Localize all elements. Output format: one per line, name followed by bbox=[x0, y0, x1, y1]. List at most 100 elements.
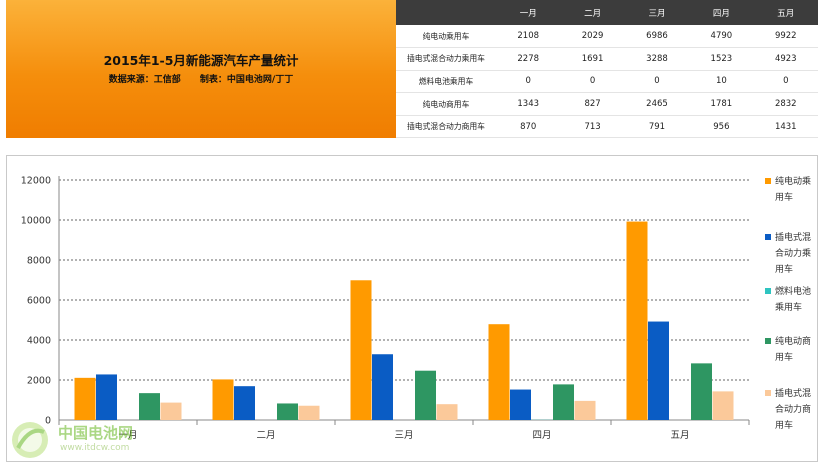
row-label: 燃料电池乘用车 bbox=[396, 70, 496, 94]
bar bbox=[212, 379, 234, 420]
x-tick-label: 五月 bbox=[670, 430, 689, 441]
table-cell: 3288 bbox=[624, 47, 690, 71]
bar bbox=[277, 403, 298, 420]
legend-swatch bbox=[765, 234, 771, 240]
y-tick-label: 12000 bbox=[21, 176, 51, 187]
page-title: 2015年1-5月新能源汽车产量统计 bbox=[103, 53, 299, 68]
table-cell: 1523 bbox=[689, 47, 754, 71]
legend-label: 纯电动乘 bbox=[775, 177, 812, 187]
bar bbox=[436, 404, 458, 420]
y-tick-label: 6000 bbox=[27, 296, 51, 307]
table-header-cell: 一月 bbox=[496, 0, 561, 25]
table-row: 燃料电池乘用车 0 0 0 10 0 bbox=[396, 70, 818, 94]
table-cell: 9922 bbox=[753, 25, 818, 49]
legend-label: 用车 bbox=[775, 421, 794, 431]
bar bbox=[626, 221, 648, 420]
x-tick-label: 二月 bbox=[256, 430, 275, 441]
table-cell: 956 bbox=[689, 115, 754, 139]
table-header-row: 一月 二月 三月 四月 五月 bbox=[396, 0, 818, 25]
table-header-cell: 三月 bbox=[624, 0, 690, 25]
data-table: 一月 二月 三月 四月 五月 纯电动乘用车 2108 2029 6986 479… bbox=[396, 0, 818, 139]
bar bbox=[488, 324, 510, 420]
table-cell: 1691 bbox=[560, 47, 625, 71]
table-cell: 713 bbox=[560, 115, 625, 139]
legend-label: 用车 bbox=[775, 265, 794, 275]
legend-label: 纯电动商 bbox=[775, 337, 812, 347]
table-cell: 2029 bbox=[560, 25, 625, 49]
table-cell: 827 bbox=[560, 92, 625, 116]
table-cell: 1343 bbox=[496, 92, 561, 116]
table-row: 纯电动商用车 1343 827 2465 1781 2832 bbox=[396, 92, 818, 116]
x-tick-label: 三月 bbox=[394, 430, 413, 441]
legend-label: 燃料电池 bbox=[775, 287, 812, 297]
table-author: 制表：中国电池网/丁丁 bbox=[199, 75, 294, 85]
table-cell: 4790 bbox=[689, 25, 754, 49]
bar bbox=[298, 405, 320, 420]
row-label: 纯电动乘用车 bbox=[396, 25, 496, 49]
bar bbox=[648, 321, 669, 420]
table-cell: 2465 bbox=[624, 92, 690, 116]
legend-label: 用车 bbox=[775, 353, 794, 363]
battery-logo-icon bbox=[12, 422, 48, 458]
row-label: 插电式混合动力商用车 bbox=[396, 115, 496, 139]
table-cell: 0 bbox=[753, 70, 818, 94]
row-label: 纯电动商用车 bbox=[396, 92, 496, 116]
table-cell: 1431 bbox=[753, 115, 818, 139]
table-header-corner bbox=[396, 0, 496, 25]
legend-swatch bbox=[765, 338, 771, 344]
bar bbox=[691, 363, 712, 420]
bar bbox=[139, 393, 160, 420]
chart-panel: 0 2000 4000 6000 8000 10000 12000 一月 二月 三月 四月 五月 bbox=[6, 155, 818, 462]
table-cell: 870 bbox=[496, 115, 561, 139]
watermark-url: www.itdcw.com bbox=[60, 443, 130, 453]
x-tick-label: 一月 bbox=[118, 430, 137, 441]
table-cell: 6986 bbox=[624, 25, 690, 49]
legend-label: 合动力商 bbox=[775, 405, 812, 415]
y-tick-label: 0 bbox=[45, 416, 51, 427]
table-cell: 0 bbox=[496, 70, 561, 94]
bar bbox=[574, 400, 596, 420]
y-tick-label: 8000 bbox=[27, 256, 51, 267]
table-cell: 4923 bbox=[753, 47, 818, 71]
watermark-name: 中国电池网 bbox=[58, 424, 134, 442]
table-cell: 791 bbox=[624, 115, 690, 139]
bar bbox=[350, 280, 372, 420]
legend-swatch bbox=[765, 178, 771, 184]
bar bbox=[415, 370, 436, 420]
table-cell: 1781 bbox=[689, 92, 754, 116]
table-header-cell: 二月 bbox=[560, 0, 625, 25]
table-cell: 2108 bbox=[496, 25, 561, 49]
bar bbox=[74, 377, 96, 420]
table-cell: 0 bbox=[624, 70, 690, 94]
bar bbox=[553, 384, 574, 420]
x-tick-label: 四月 bbox=[532, 430, 551, 441]
table-cell: 2832 bbox=[753, 92, 818, 116]
legend-swatch bbox=[765, 288, 771, 294]
bar bbox=[510, 389, 531, 420]
legend-swatch bbox=[765, 390, 771, 396]
title-panel: 2015年1-5月新能源汽车产量统计 数据来源：工信部 制表：中国电池网/丁丁 bbox=[6, 0, 396, 138]
table-header-cell: 四月 bbox=[689, 0, 754, 25]
legend-label: 乘用车 bbox=[775, 303, 803, 313]
bar bbox=[160, 402, 182, 420]
data-source: 数据来源：工信部 bbox=[108, 75, 181, 85]
table-header-cell: 五月 bbox=[753, 0, 818, 25]
legend-label: 插电式混 bbox=[775, 233, 812, 243]
table-row: 插电式混合动力商用车 870 713 791 956 1431 bbox=[396, 115, 818, 139]
y-tick-label: 4000 bbox=[27, 336, 51, 347]
bar bbox=[234, 386, 255, 420]
y-tick-label: 2000 bbox=[27, 376, 51, 387]
legend-label: 用车 bbox=[775, 193, 794, 203]
table-cell: 10 bbox=[689, 70, 754, 94]
watermark: 中国电池网 www.itdcw.com bbox=[8, 418, 168, 462]
table-cell: 2278 bbox=[496, 47, 561, 71]
row-label: 插电式混合动力乘用车 bbox=[396, 47, 496, 71]
bar bbox=[96, 374, 117, 420]
bar bbox=[712, 391, 734, 420]
table-cell: 0 bbox=[560, 70, 625, 94]
legend-label: 合动力乘 bbox=[775, 249, 812, 259]
bar bbox=[372, 354, 393, 420]
table-row: 纯电动乘用车 2108 2029 6986 4790 9922 bbox=[396, 25, 818, 49]
bar-chart: 0 2000 4000 6000 8000 10000 12000 一月 二月 三月 四月 五月 bbox=[21, 176, 750, 441]
legend-label: 插电式混 bbox=[775, 389, 812, 399]
